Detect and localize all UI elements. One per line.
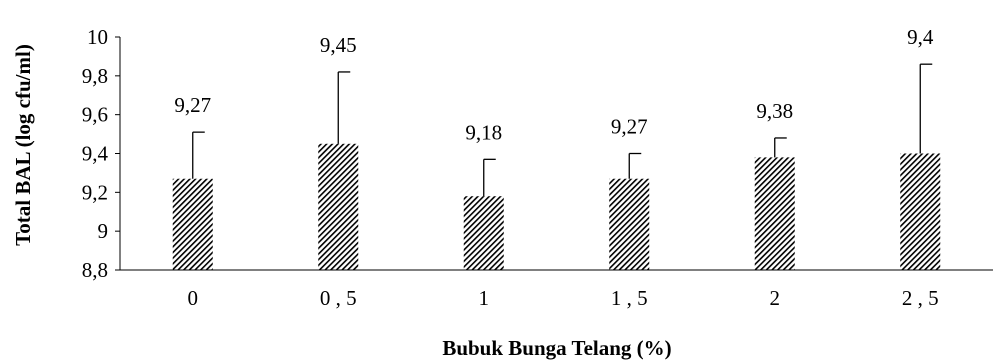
data-labels: 9,27 9,45 9,18 9,27 9,38 9,4 [174, 25, 934, 144]
x-axis-title: Bubuk Bunga Telang (%) [442, 336, 671, 360]
x-tick-label: 0 [188, 286, 199, 310]
bar [609, 178, 650, 270]
y-axis-ticks: 8,8 9 9,2 9,4 9,6 9,8 10 [82, 25, 120, 282]
x-axis-ticks: 0 0 , 5 1 1 , 5 2 2 , 5 [188, 286, 939, 310]
bar [754, 157, 795, 270]
bar [463, 196, 504, 270]
y-tick-label: 9,4 [82, 142, 109, 166]
y-tick-label: 9,6 [82, 103, 108, 127]
x-tick-label: 2 , 5 [902, 286, 939, 310]
y-axis-title: Total BAL (log cfu/ml) [11, 44, 35, 246]
y-tick-label: 9,8 [82, 64, 108, 88]
bar [900, 153, 941, 270]
data-label: 9,4 [907, 25, 934, 49]
x-tick-label: 1 , 5 [611, 286, 648, 310]
bar [318, 143, 359, 270]
x-tick-label: 2 [770, 286, 781, 310]
error-bars [192, 63, 933, 197]
data-label: 9,38 [756, 99, 793, 123]
data-label: 9,45 [320, 33, 357, 57]
data-label: 9,18 [465, 120, 502, 144]
y-tick-label: 9 [98, 219, 109, 243]
bars [172, 143, 941, 270]
x-tick-label: 0 , 5 [320, 286, 357, 310]
x-tick-label: 1 [479, 286, 490, 310]
y-tick-label: 10 [87, 25, 108, 49]
y-tick-label: 8,8 [82, 258, 108, 282]
data-label: 9,27 [611, 115, 648, 139]
y-tick-label: 9,2 [82, 180, 108, 204]
bar [172, 178, 213, 270]
data-label: 9,27 [174, 93, 211, 117]
